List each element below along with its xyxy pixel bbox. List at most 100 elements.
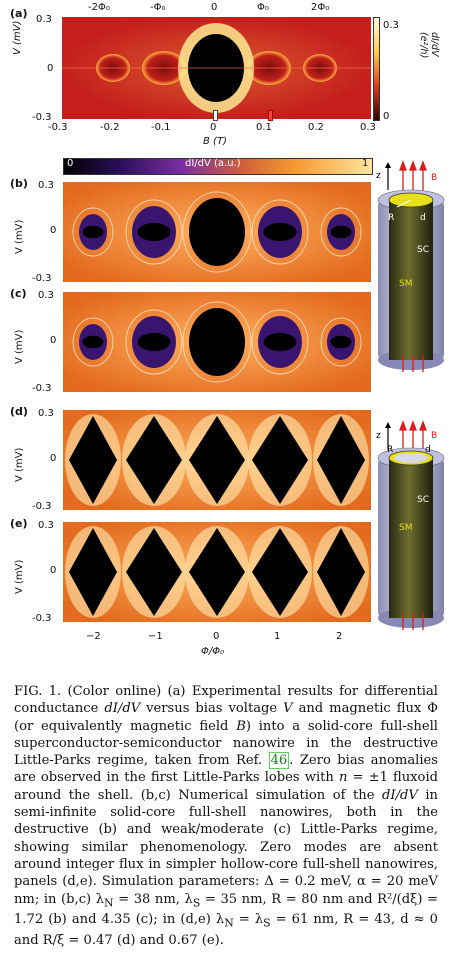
y-axis-label: V (mV) xyxy=(14,329,25,364)
lobe xyxy=(185,414,249,506)
colorbar-tick: 0.3 xyxy=(383,20,399,31)
caption-italic: B xyxy=(236,718,246,734)
x-tick: -0.2 xyxy=(100,122,120,133)
y-tick: -0.3 xyxy=(32,273,52,284)
x-tick: 2 xyxy=(336,631,343,642)
solid-core-wire-diagram: z B R d SC SM xyxy=(376,160,445,372)
sim-heatmap xyxy=(63,292,371,392)
caption-sub: S xyxy=(263,917,271,931)
lobe xyxy=(248,414,312,506)
y-tick: 0 xyxy=(50,453,57,464)
SC-label: SC xyxy=(417,495,429,505)
caption-italic: n xyxy=(338,770,348,786)
lobe xyxy=(125,199,183,265)
SM-label: SM xyxy=(399,279,412,289)
caption-sub: N xyxy=(104,896,114,910)
caption-italic: dI/dV xyxy=(104,701,141,717)
caption-text: FIG. 1. (Color online) (a) Experimental … xyxy=(14,684,438,717)
x-axis-label: B (T) xyxy=(203,136,227,147)
lobe xyxy=(72,207,114,257)
R-label: R xyxy=(387,445,393,455)
y-axis-label: V (mV) xyxy=(12,20,23,55)
x-tick: -0.3 xyxy=(48,122,68,133)
y-tick: 0.3 xyxy=(38,180,54,191)
lobe xyxy=(251,199,309,265)
caption-sub: S xyxy=(192,896,201,910)
caption-text: and magnetic flux Φ (or equivalently mag… xyxy=(14,701,438,734)
SM-label: SM xyxy=(399,523,412,533)
hollow-core-wire-diagram: z B R d SC SM xyxy=(376,420,445,630)
lobe xyxy=(65,414,121,506)
y-tick: -0.3 xyxy=(32,383,52,394)
lobe xyxy=(185,526,249,618)
lobe xyxy=(72,317,114,367)
caption-sub: N xyxy=(224,917,234,931)
y-tick: 0 xyxy=(50,225,57,236)
R-label: R xyxy=(388,213,394,223)
x-tick: 0.3 xyxy=(360,122,376,133)
colorbar-tick: 0 xyxy=(383,111,390,122)
colorbar-a xyxy=(373,17,380,121)
d-label: d xyxy=(425,445,431,455)
panel-label: (b) xyxy=(10,177,28,190)
panel-a-label: (a) xyxy=(10,7,28,20)
marker xyxy=(213,110,218,121)
SC-label: SC xyxy=(417,245,429,255)
colorbar-label: dI/dV (e²/h) xyxy=(418,32,440,59)
sim-heatmap xyxy=(63,522,371,622)
y-tick: -0.3 xyxy=(32,613,52,624)
d-label: d xyxy=(420,213,426,223)
caption-text: = 35 nm, R = 80 nm and R²/(dξ) = 1.72 (b… xyxy=(14,891,439,928)
caption-text: in semi-infinite solid-core full-shell n… xyxy=(14,787,438,907)
x-tick: 0.1 xyxy=(256,122,272,133)
z-label: z xyxy=(376,171,381,181)
caption-text: = 61 nm, R = 43, d ≈ 0 and R/ξ = 0.47 (d… xyxy=(14,912,438,949)
colorbar-sim xyxy=(63,158,373,175)
x-tick: −1 xyxy=(148,631,163,642)
caption-text: ) into a solid-core full-shell supercond… xyxy=(14,718,438,769)
lobe xyxy=(251,309,309,375)
sim-heatmap xyxy=(63,182,371,282)
lobe xyxy=(182,301,252,383)
lobe xyxy=(122,414,186,506)
reference-link[interactable]: 46 xyxy=(268,752,290,770)
y-tick: -0.3 xyxy=(32,501,52,512)
x-tick: 0.2 xyxy=(308,122,324,133)
y-tick: 0.3 xyxy=(38,290,54,301)
panel-label: (d) xyxy=(10,405,28,418)
top-tick: 0 xyxy=(211,2,218,13)
caption-text: . Zero bias anomalies are observed in th… xyxy=(14,753,438,786)
y-axis-label: V (mV) xyxy=(14,447,25,482)
B-label: B xyxy=(431,173,437,183)
z-label: z xyxy=(376,431,381,441)
top-tick: Φ₀ xyxy=(257,2,269,13)
x-tick: 0 xyxy=(213,631,220,642)
y-tick: -0.3 xyxy=(32,112,52,123)
caption-text: = ±1 fluxoid around the shell. (b,c) Num… xyxy=(14,770,439,803)
caption-text: = λ xyxy=(233,912,264,928)
x-tick: 1 xyxy=(274,631,281,642)
x-tick: −2 xyxy=(86,631,101,642)
top-tick: 2Φ₀ xyxy=(311,2,330,13)
y-tick: 0 xyxy=(50,565,57,576)
panel-label: (c) xyxy=(10,287,27,300)
lobe xyxy=(65,526,121,618)
y-tick: 0.3 xyxy=(38,408,54,419)
B-label: B xyxy=(431,431,437,441)
y-axis-label: V (mV) xyxy=(14,559,25,594)
x-axis-label-bottom: Φ/Φ₀ xyxy=(201,646,225,657)
top-tick: -2Φ₀ xyxy=(88,2,110,13)
caption-text: versus bias voltage xyxy=(140,701,284,717)
lobe xyxy=(122,526,186,618)
colorbar-sim-min: 0 xyxy=(67,158,74,169)
panel-a-heatmap xyxy=(62,17,371,119)
caption-italic: V xyxy=(283,701,293,717)
y-tick: 0 xyxy=(50,335,57,346)
colorbar-sim-max: 1 xyxy=(362,158,369,169)
lobe xyxy=(320,317,362,367)
caption-italic: dI/dV xyxy=(382,787,418,803)
marker xyxy=(268,110,273,121)
lobe xyxy=(248,526,312,618)
sim-heatmap xyxy=(63,410,371,510)
lobe xyxy=(320,207,362,257)
